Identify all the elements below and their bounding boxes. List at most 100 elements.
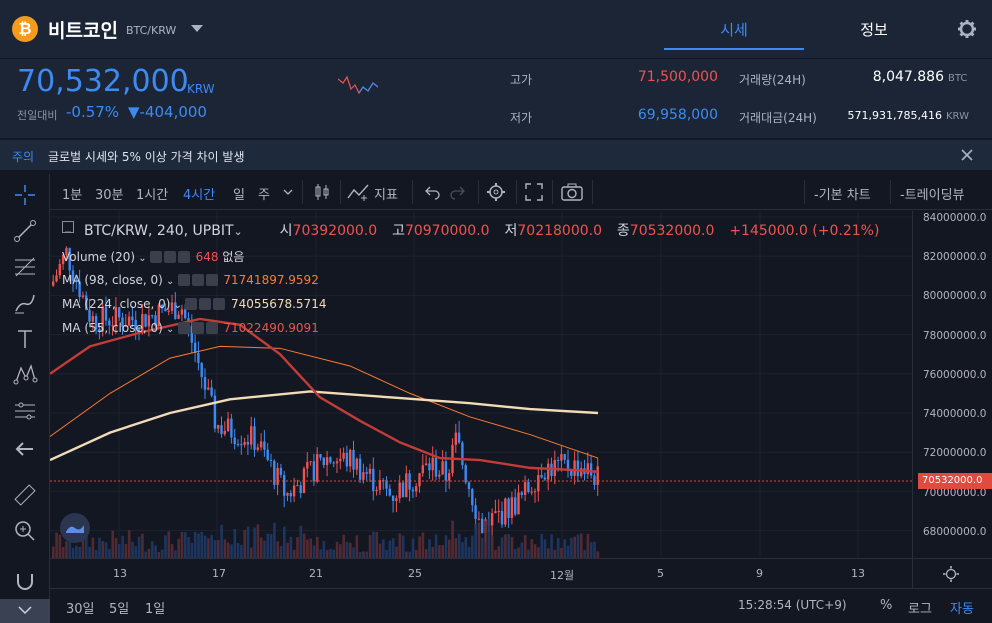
log-toggle[interactable]: 로그 xyxy=(908,602,932,617)
volume-bar xyxy=(299,525,303,558)
close-icon[interactable] xyxy=(205,274,218,286)
indicators-icon[interactable] xyxy=(346,182,370,202)
interval-week[interactable]: 주 xyxy=(258,188,270,203)
study-value: 71741897.9592 xyxy=(223,273,319,287)
clock: 15:28:54 (UTC+9) xyxy=(738,598,847,612)
volume-bar xyxy=(533,544,537,558)
magnet-icon[interactable] xyxy=(12,568,38,594)
pattern-tool-icon[interactable] xyxy=(12,362,38,388)
redo-icon[interactable] xyxy=(450,184,468,200)
candle-body xyxy=(576,460,580,477)
close-icon[interactable] xyxy=(205,322,218,334)
axis-settings-icon[interactable] xyxy=(942,565,960,583)
volume-bar xyxy=(421,532,425,558)
volume-bar xyxy=(355,535,359,558)
interval-4h[interactable]: 4시간 xyxy=(183,188,216,203)
trend-line-icon[interactable] xyxy=(12,218,38,244)
volume-bar xyxy=(114,537,118,558)
volume-bar xyxy=(316,537,319,558)
coin-name[interactable]: 비트코인 xyxy=(48,20,118,42)
candle-body xyxy=(289,493,292,497)
candle-body xyxy=(236,444,240,446)
tab-info[interactable]: 정보 xyxy=(860,21,888,39)
crosshair-icon[interactable] xyxy=(12,182,38,208)
interval-day[interactable]: 일 xyxy=(233,188,245,203)
interval-dropdown-icon[interactable] xyxy=(282,186,294,198)
undo-icon[interactable] xyxy=(422,184,440,200)
interval-1h[interactable]: 1시간 xyxy=(136,188,169,203)
time-axis[interactable]: 13 17 21 25 12월 5 9 13 xyxy=(50,558,912,588)
study-name[interactable]: MA (98, close, 0) xyxy=(62,273,163,287)
back-arrow-icon[interactable] xyxy=(12,436,38,462)
study-name[interactable]: MA (55, close, 0) xyxy=(62,321,163,335)
basic-chart-button[interactable]: -기본 차트 xyxy=(814,188,871,203)
study-volume[interactable]: Volume (20) ⌄ 648 없음 xyxy=(62,250,245,264)
tradingview-button[interactable]: -트레이딩뷰 xyxy=(900,188,965,203)
coin-select-caret-icon[interactable] xyxy=(191,25,203,32)
volume-bar xyxy=(81,534,85,558)
close-icon[interactable] xyxy=(213,298,226,310)
camera-icon[interactable] xyxy=(560,182,584,202)
volume-bar xyxy=(243,529,246,558)
interval-1m[interactable]: 1분 xyxy=(62,188,83,203)
range-5d[interactable]: 5일 xyxy=(109,602,130,617)
ruler-icon[interactable] xyxy=(12,482,38,508)
volume-bar xyxy=(424,549,428,558)
legend-collapse-button[interactable] xyxy=(62,221,74,233)
brush-icon[interactable] xyxy=(12,290,38,316)
candle-body xyxy=(160,304,164,309)
candle-body xyxy=(91,316,94,322)
study-name[interactable]: Volume (20) xyxy=(62,250,136,264)
candle-style-icon[interactable] xyxy=(312,182,332,202)
rail-expand-button[interactable] xyxy=(0,599,50,623)
price-chart[interactable] xyxy=(49,211,912,558)
study-ma98[interactable]: MA (98, close, 0) ⌄ 71741897.9592 xyxy=(62,273,319,287)
close-icon[interactable] xyxy=(177,251,190,263)
eye-icon[interactable] xyxy=(177,274,190,286)
candle-body xyxy=(329,457,332,463)
auto-toggle[interactable]: 자동 xyxy=(950,602,974,617)
volume-bar xyxy=(428,539,431,558)
tradingview-logo-icon[interactable] xyxy=(60,513,90,543)
candle-body xyxy=(296,485,299,487)
chevron-down-icon[interactable]: ⌄ xyxy=(233,225,243,238)
range-1d[interactable]: 1일 xyxy=(145,602,166,617)
volume-bar xyxy=(500,537,504,558)
volume-bar xyxy=(306,539,309,558)
notice-text: 글로벌 시세와 5% 이상 가격 차이 발생 xyxy=(48,150,245,164)
percent-toggle[interactable]: % xyxy=(880,598,893,613)
candle-body xyxy=(75,280,78,282)
prediction-tool-icon[interactable] xyxy=(12,398,38,424)
price-axis[interactable]: 84000000.0 82000000.0 80000000.0 7800000… xyxy=(912,211,992,558)
text-tool-icon[interactable] xyxy=(12,326,38,352)
gear-icon[interactable] xyxy=(191,322,204,334)
eye-icon[interactable] xyxy=(149,251,162,263)
interval-30m[interactable]: 30분 xyxy=(95,188,124,203)
candlestick-plot[interactable] xyxy=(49,211,912,558)
chart-settings-icon[interactable] xyxy=(484,180,508,204)
study-name[interactable]: MA (224, close, 0) xyxy=(62,297,171,311)
indicators-button[interactable]: 지표 xyxy=(374,188,398,203)
close-icon[interactable] xyxy=(958,146,976,164)
study-ma55[interactable]: MA (55, close, 0) ⌄ 71022490.9091 xyxy=(62,321,319,335)
volume-bar xyxy=(65,541,68,558)
fib-tool-icon[interactable] xyxy=(12,254,38,280)
coin-pair[interactable]: BTC/KRW xyxy=(126,24,177,37)
range-30d[interactable]: 30일 xyxy=(66,602,95,617)
symbol-label[interactable]: BTC/KRW, 240, UPBIT xyxy=(84,223,234,239)
eye-icon[interactable] xyxy=(177,322,190,334)
fullscreen-icon[interactable] xyxy=(524,182,544,202)
candle-body xyxy=(81,295,85,298)
tab-price[interactable]: 시세 xyxy=(664,10,804,50)
price-gap-notice: 주의 글로벌 시세와 5% 이상 가격 차이 발생 xyxy=(0,140,992,170)
eye-icon[interactable] xyxy=(185,298,198,310)
price-tick: 70000000.0 xyxy=(923,487,987,499)
settings-gear-icon[interactable] xyxy=(952,16,982,42)
gear-icon[interactable] xyxy=(191,274,204,286)
candle-body xyxy=(292,485,296,497)
zoom-in-icon[interactable] xyxy=(12,518,38,544)
gear-icon[interactable] xyxy=(199,298,212,310)
gear-icon[interactable] xyxy=(163,251,176,263)
candle-body xyxy=(375,489,378,491)
study-ma224[interactable]: MA (224, close, 0) ⌄ 74055678.5714 xyxy=(62,297,327,311)
